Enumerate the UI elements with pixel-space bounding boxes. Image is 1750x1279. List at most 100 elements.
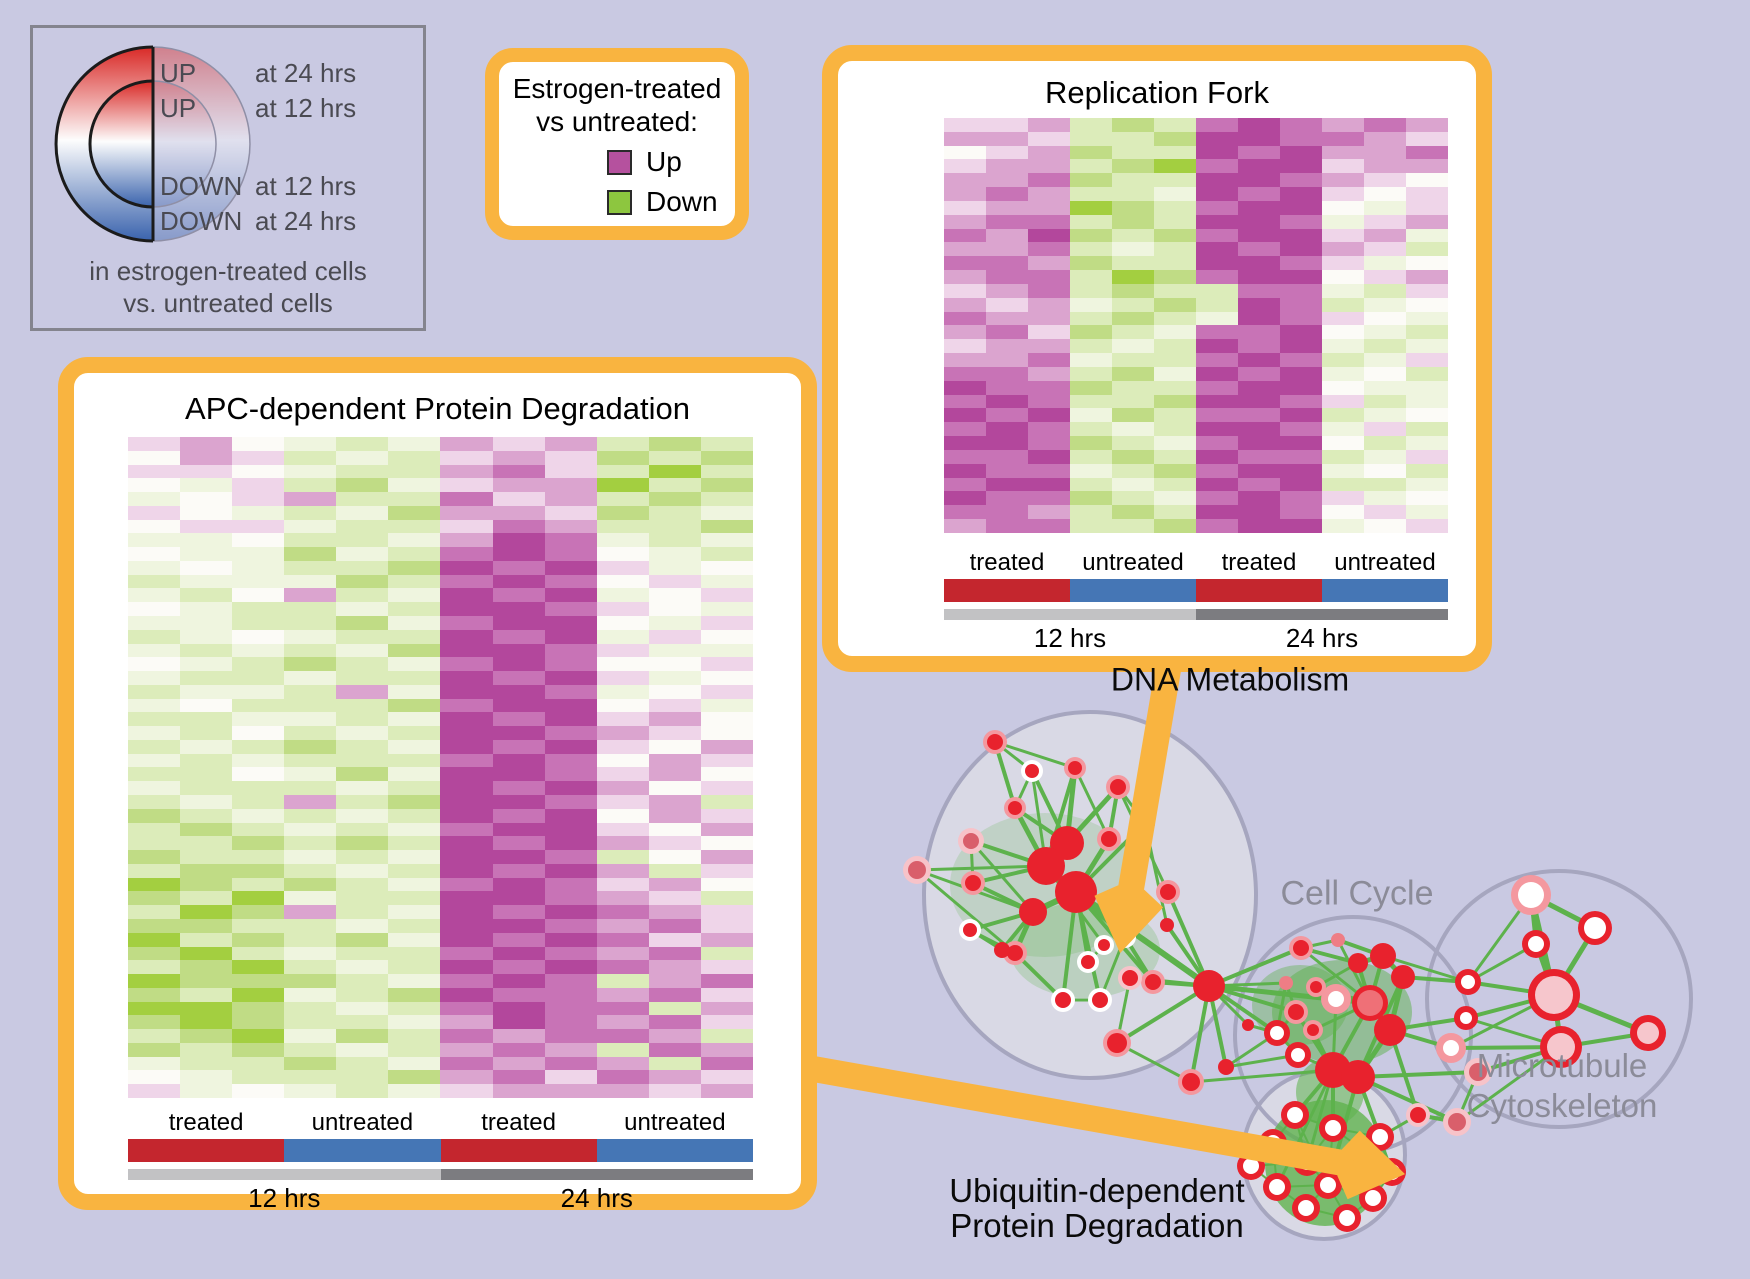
heatmap-cell [648, 781, 701, 796]
heatmap-cell [1070, 118, 1112, 132]
heatmap-cell [1364, 311, 1406, 326]
heatmap-cell [128, 946, 181, 961]
heatmap-cell [544, 905, 597, 919]
heatmap-cell [1154, 173, 1196, 188]
heatmap-cell [232, 753, 285, 768]
heatmap-cell [596, 698, 649, 713]
network-node [1242, 1019, 1254, 1031]
heatmap-cell [232, 437, 285, 451]
heatmap-cell [492, 753, 545, 768]
network-node [1218, 1059, 1234, 1075]
heatmap-cell [986, 145, 1028, 160]
heatmap-cell [1280, 159, 1322, 174]
heatmap-cell [1070, 491, 1112, 506]
heatmap-cell [1112, 380, 1154, 395]
heatmap-cell [180, 1084, 233, 1098]
heatmap-cell [700, 464, 753, 479]
heatmap-cell [284, 795, 337, 809]
heatmap-cell [648, 932, 701, 947]
heatmap-cell [388, 616, 441, 630]
heatmap-cell [440, 918, 493, 933]
heatmap-cell [284, 712, 337, 727]
heatmap-cell [596, 1042, 649, 1057]
heatmap-cell [128, 698, 181, 713]
legend-down-24-time: at 24 hrs [255, 206, 357, 236]
heatmap-cell [1322, 477, 1364, 492]
heatmap-cell [336, 643, 389, 658]
heatmap-cell [388, 808, 441, 823]
heatmap-cell [284, 781, 337, 796]
heatmap-cell [1070, 422, 1112, 437]
heatmap-cell [232, 1029, 285, 1043]
heatmap-cell [180, 905, 233, 919]
heatmap-cell [648, 987, 701, 1002]
heatmap-cell [1154, 159, 1196, 174]
heatmap-cell [596, 1084, 649, 1098]
legend-down-12-word: DOWN [160, 171, 243, 201]
heatmap-cell [1154, 325, 1196, 340]
heatmap-cell [700, 629, 753, 644]
heatmap-cell [388, 918, 441, 933]
apc-24hrs-bar [440, 1169, 753, 1180]
heatmap-cell [336, 836, 389, 851]
heatmap-cell [388, 946, 441, 961]
heatmap-cell [986, 449, 1028, 464]
heatmap-cell [284, 1056, 337, 1071]
heatmap-cell [284, 739, 337, 754]
heatmap-cell [232, 629, 285, 644]
heatmap-cell [180, 492, 233, 506]
heatmap-cell [700, 905, 753, 919]
heatmap-cell [1154, 477, 1196, 492]
heatmap-cell [1238, 380, 1280, 395]
cluster-label: Protein Degradation [950, 1207, 1244, 1244]
heatmap-cell [700, 588, 753, 603]
heatmap-cell [388, 547, 441, 561]
heatmap-cell [1154, 366, 1196, 381]
heatmap-cell [544, 464, 597, 479]
apc-24hrs-label: 24 hrs [560, 1183, 633, 1213]
heatmap-cell [986, 283, 1028, 298]
network-node [1298, 1200, 1314, 1216]
heatmap-cell [596, 918, 649, 933]
heatmap-cell [1238, 270, 1280, 284]
heatmap-cell [336, 850, 389, 864]
heatmap-cell [544, 671, 597, 685]
heatmap-cell [596, 795, 649, 809]
heatmap-cell [388, 974, 441, 988]
apc-treated-bar-2 [440, 1139, 597, 1162]
heatmap-cell [232, 547, 285, 561]
heatmap-cell [1028, 505, 1070, 520]
heatmap-cell [1322, 353, 1364, 367]
heatmap-cell [544, 960, 597, 975]
heatmap-cell [388, 1084, 441, 1098]
heatmap-cell [944, 325, 986, 340]
heatmap-cell [284, 946, 337, 961]
heatmap-cell [440, 602, 493, 617]
network-node [1122, 970, 1138, 986]
heatmap-cell [700, 891, 753, 906]
heatmap-cell [336, 891, 389, 906]
heatmap-cell [1112, 505, 1154, 520]
heatmap-cell [1238, 422, 1280, 437]
heatmap-cell [1364, 477, 1406, 492]
heatmap-cell [128, 574, 181, 589]
heatmap-cell [232, 877, 285, 892]
heatmap-cell [1070, 366, 1112, 381]
heatmap-cell [336, 877, 389, 892]
heatmap-cell [986, 380, 1028, 395]
arrow-head-apc-panel-to-ubiquitin-cluster [1337, 1130, 1406, 1200]
heatmap-cell [180, 891, 233, 906]
heatmap-cell [180, 574, 233, 589]
heatmap-cell [648, 1015, 701, 1030]
heatmap-cell [544, 850, 597, 864]
network-edge [1357, 1070, 1479, 1079]
heatmap-cell [180, 808, 233, 823]
network-node [1145, 974, 1161, 990]
heatmap-cell [1280, 200, 1322, 215]
network-node [1307, 1024, 1319, 1036]
heatmap-cell [232, 918, 285, 933]
heatmap-cell [284, 850, 337, 864]
heatmap-cell [544, 822, 597, 837]
apc-group-label-treated-12: treated [168, 1109, 244, 1136]
